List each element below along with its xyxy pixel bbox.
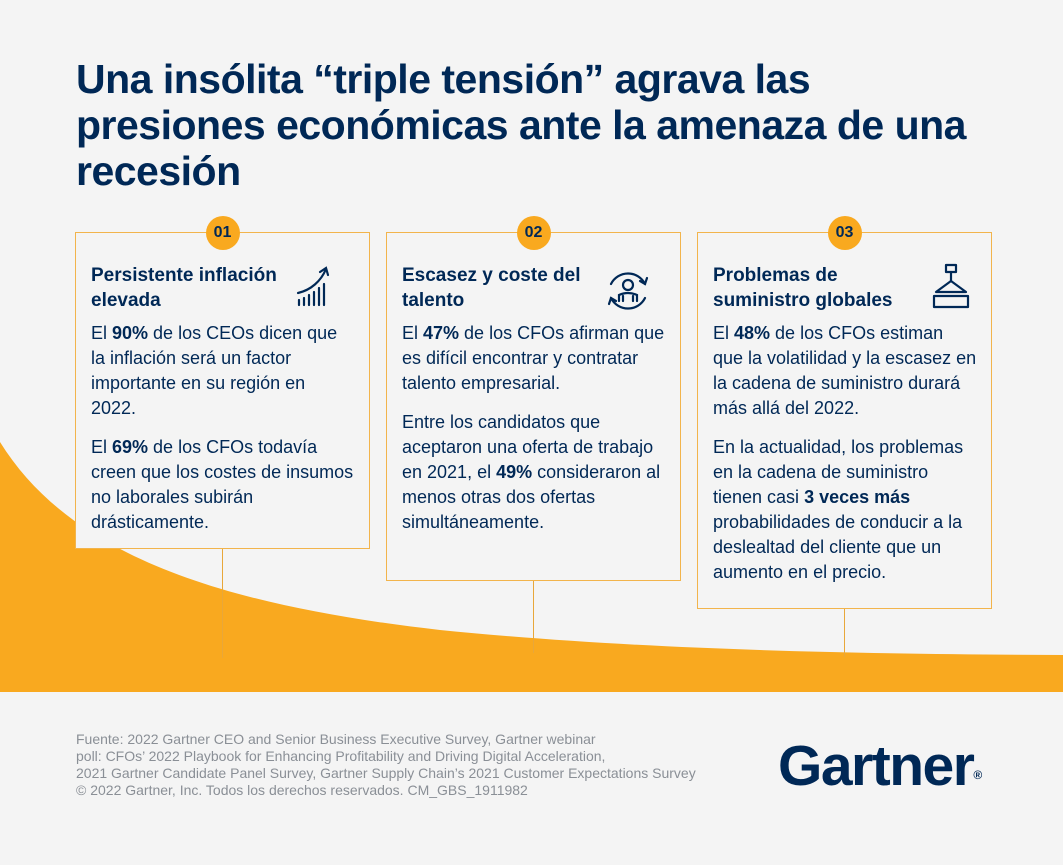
footnote-line: 2021 Gartner Candidate Panel Survey, Gar… <box>76 765 696 781</box>
card-number-badge: 01 <box>205 216 240 250</box>
card-title: Persistente inflación elevada <box>91 265 277 311</box>
page-title: Una insólita “triple tensión” agrava las… <box>76 56 966 194</box>
card-connector-line <box>533 581 534 653</box>
gartner-logo: Gartner® <box>778 734 983 798</box>
stat-paragraph: El 47% de los CFOs afirman que es difíci… <box>402 323 665 393</box>
stat-paragraph: En la actualidad, los problemas en la ca… <box>713 437 964 582</box>
footnote-line: poll: CFOs’ 2022 Playbook for Enhancing … <box>76 748 606 764</box>
card-title: Problemas de suministro globales <box>713 265 893 311</box>
card-inflation: 01 Persistente inflación elevada El 90% … <box>75 216 370 549</box>
source-footnote: Fuente: 2022 Gartner CEO and Senior Busi… <box>76 731 776 799</box>
talent-cycle-icon <box>607 272 649 310</box>
crane-hook-icon <box>932 263 970 309</box>
registered-mark: ® <box>973 768 983 782</box>
recession-wave-shape <box>0 442 1063 692</box>
card-supply-chain: 03 Problemas de suministro globales El 4… <box>697 216 992 609</box>
footnote-line: Fuente: 2022 Gartner CEO and Senior Busi… <box>76 731 596 747</box>
card-number-badge: 03 <box>827 216 862 250</box>
card-connector-line <box>222 549 223 658</box>
card-talent: 02 Escasez y coste del talento El 47% de… <box>386 216 681 581</box>
footnote-line: © 2022 Gartner, Inc. Todos los derechos … <box>76 782 528 798</box>
card-title: Escasez y coste del talento <box>402 265 581 311</box>
stat-paragraph: El 69% de los CFOs todavía creen que los… <box>91 437 354 532</box>
card-number-badge: 02 <box>516 216 551 250</box>
chart-growth-icon <box>296 266 330 307</box>
stat-paragraph: El 48% de los CFOs estiman que la volati… <box>713 323 977 418</box>
stat-paragraph: El 90% de los CEOs dicen que la inflació… <box>91 323 338 418</box>
stat-paragraph: Entre los candidatos que aceptaron una o… <box>402 412 661 532</box>
card-connector-line <box>844 609 845 657</box>
